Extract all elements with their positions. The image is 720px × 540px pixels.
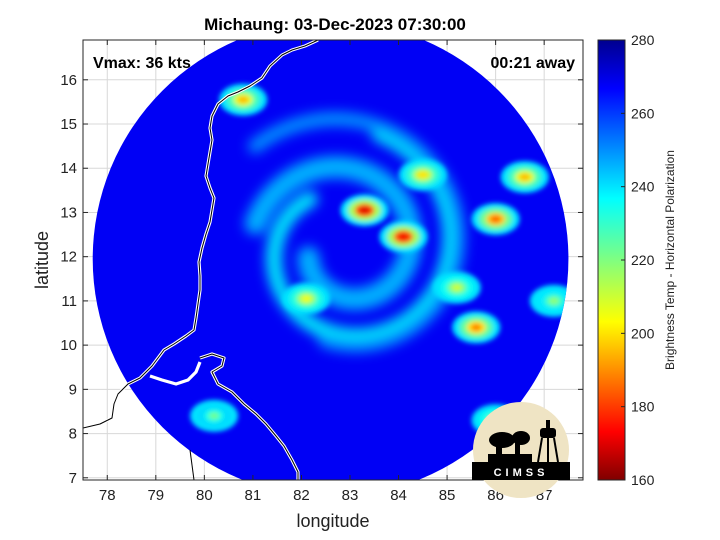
- coastline-outline: [83, 40, 319, 480]
- cold-core: [432, 271, 481, 304]
- satellite-dish-icon: [488, 431, 532, 464]
- cimss-logo: CIMSS: [472, 402, 570, 498]
- y-tick-label: 7: [69, 470, 77, 487]
- x-tick-label: 82: [293, 487, 310, 504]
- cold-core: [529, 284, 569, 317]
- colorbar-tick-label: 160: [631, 472, 655, 488]
- x-tick-label: 80: [196, 487, 213, 504]
- y-tick-label: 15: [60, 116, 77, 133]
- y-tick-label: 12: [60, 249, 77, 266]
- water-tower-icon: [537, 420, 559, 463]
- x-tick-label: 81: [245, 487, 262, 504]
- colorbar-tick-label: 260: [631, 105, 655, 121]
- colorbar-tick-label: 280: [631, 32, 655, 48]
- cold-core: [452, 311, 501, 344]
- chart-title: Michaung: 03-Dec-2023 07:30:00: [204, 15, 466, 34]
- rainband: [266, 126, 459, 345]
- time-offset-annotation: 00:21 away: [490, 55, 575, 72]
- y-tick-label: 10: [60, 337, 77, 354]
- cold-core: [500, 161, 549, 194]
- coastline-palk-strait: [149, 361, 202, 386]
- vmax-annotation: Vmax: 36 kts: [93, 55, 191, 72]
- y-axis-label: latitude: [32, 231, 52, 289]
- colorbar-tick-label: 200: [631, 325, 655, 341]
- y-tick-label: 14: [60, 160, 77, 177]
- logo-ground: [472, 462, 570, 480]
- y-tick-label: 13: [60, 204, 77, 221]
- colorbar-tick-label: 180: [631, 399, 655, 415]
- x-tick-label: 83: [342, 487, 359, 504]
- y-axis: 7 8 9 10 11 12 13 14 15 16: [60, 72, 583, 487]
- cold-core: [379, 220, 428, 253]
- colorbar-tick-label: 220: [631, 252, 655, 268]
- y-tick-label: 11: [61, 293, 77, 310]
- cold-core: [190, 399, 239, 432]
- axes-frame: [82, 39, 584, 481]
- logo-disc: [473, 402, 569, 498]
- colorbar-ticks: 160 180 200 220 240 260 280: [621, 32, 655, 488]
- cold-core: [398, 158, 447, 191]
- x-axis-label: longitude: [296, 511, 369, 531]
- logo-text: CIMSS: [494, 467, 549, 479]
- x-tick-label: 84: [390, 487, 407, 504]
- y-tick-label: 8: [69, 426, 77, 443]
- cold-core: [282, 282, 331, 315]
- y-tick-label: 9: [69, 381, 77, 398]
- x-tick-label: 85: [439, 487, 456, 504]
- x-tick-label: 79: [147, 487, 164, 504]
- cold-core: [340, 194, 389, 227]
- brightness-temp-swath: [92, 40, 569, 480]
- colorbar: [597, 39, 626, 481]
- rainband: [248, 111, 466, 353]
- x-tick-label: 78: [99, 487, 116, 504]
- colorbar-label: Brightness Temp - Horizontal Polarizatio…: [663, 150, 677, 370]
- y-tick-label: 16: [60, 72, 77, 89]
- cold-core: [471, 203, 520, 236]
- colorbar-tick-label: 240: [631, 179, 655, 195]
- cold-core-layer: [190, 83, 569, 437]
